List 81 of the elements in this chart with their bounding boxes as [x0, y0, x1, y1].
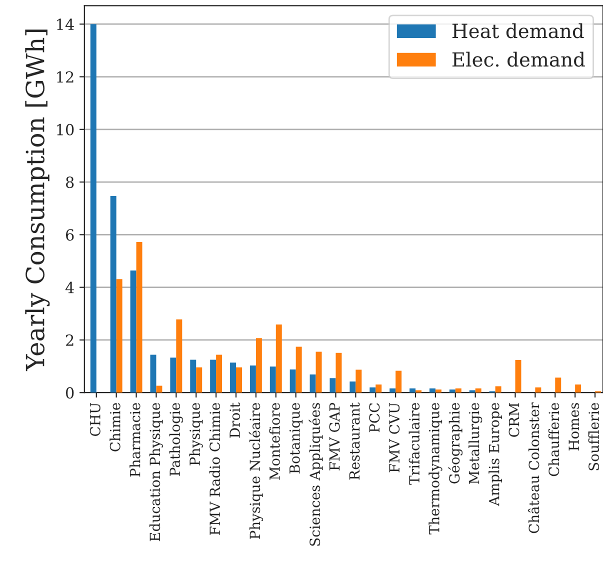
bar	[356, 370, 362, 393]
bar	[390, 388, 396, 393]
x-tick-label: Education Physique	[149, 403, 164, 542]
x-tick-label: CHU	[90, 402, 100, 436]
bar	[396, 370, 402, 393]
x-tick-label: Château Colonster	[528, 402, 540, 534]
x-tick-label: Soufflerie	[588, 403, 600, 470]
bar	[449, 389, 456, 393]
bar	[336, 352, 342, 393]
x-tick-label: Amplis Europe	[488, 403, 502, 506]
bar	[575, 384, 582, 393]
x-tick-label: Droit	[230, 402, 240, 438]
y-tick-label: 8	[66, 176, 74, 188]
x-tick-label: Montefiore	[269, 403, 280, 480]
y-tick-label: 6	[66, 229, 74, 241]
x-tick-label: Chaufferie	[548, 403, 560, 476]
bar	[330, 378, 336, 393]
y-tick-label: 12	[57, 71, 74, 83]
bar	[475, 388, 482, 393]
y-tick-label: 0	[66, 387, 74, 399]
bar	[130, 270, 136, 393]
bar	[110, 196, 116, 393]
x-tick-label: Pharmacie	[130, 403, 140, 477]
bar	[495, 386, 502, 393]
x-tick-label: Botanique	[289, 403, 303, 474]
y-tick-label: 2	[66, 334, 74, 346]
bar	[370, 387, 376, 393]
bar	[316, 352, 322, 393]
bar	[216, 354, 222, 393]
bar	[515, 360, 522, 393]
bar	[190, 360, 196, 393]
bar	[290, 369, 296, 393]
x-tick-label: Metallurgie	[468, 403, 482, 484]
x-tick-label: Homes	[568, 403, 580, 451]
x-tick-label: Restaurant	[349, 402, 360, 480]
bar	[410, 388, 416, 393]
bar	[276, 324, 282, 393]
bar	[429, 388, 436, 393]
x-tick-label: Chimie	[110, 403, 120, 452]
bar	[170, 358, 176, 393]
x-tick-label: Physique	[189, 403, 203, 466]
bar	[350, 382, 356, 393]
bar	[250, 366, 256, 393]
bar	[455, 388, 462, 393]
bar	[90, 24, 96, 393]
x-tick-label: FMV Radio Chimie	[209, 403, 220, 535]
y-tick-label: 14	[57, 18, 74, 30]
bar	[196, 367, 202, 393]
bar	[230, 362, 236, 393]
bar	[156, 386, 162, 393]
bar	[176, 319, 182, 393]
x-tick-label: Sciences Appliquées	[308, 403, 323, 546]
bar	[116, 279, 122, 393]
bar	[469, 390, 476, 393]
x-tick-label: Trifaculaire	[408, 403, 420, 485]
bar	[236, 367, 242, 393]
bar	[435, 389, 442, 393]
bar	[270, 366, 276, 393]
bar	[256, 338, 262, 393]
legend-label: Elec. demand	[452, 52, 585, 67]
bar	[555, 378, 562, 393]
x-tick-label: Pathologie	[169, 403, 183, 476]
bar	[310, 374, 316, 393]
bar	[296, 346, 302, 393]
bar	[210, 360, 216, 393]
y-tick-label: 10	[57, 124, 74, 136]
x-tick-label: Physique Nucléaire	[248, 403, 264, 539]
bar	[376, 384, 382, 393]
bar	[535, 387, 542, 393]
bar	[416, 390, 422, 393]
x-tick-label: Thermodynamique	[428, 403, 442, 534]
x-tick-label: Géographie	[448, 403, 462, 484]
bar	[136, 242, 142, 393]
y-tick-label: 4	[65, 282, 74, 294]
x-tick-label: FMV CVU	[389, 402, 400, 472]
y-axis-title: Yearly Consumption [GWh]	[25, 30, 50, 372]
x-tick-label: CRM	[508, 403, 520, 437]
x-tick-label: PCC	[369, 403, 380, 432]
x-tick-label: FMV GAP	[329, 402, 340, 470]
legend-label: Heat demand	[452, 23, 584, 38]
bar	[150, 354, 156, 393]
